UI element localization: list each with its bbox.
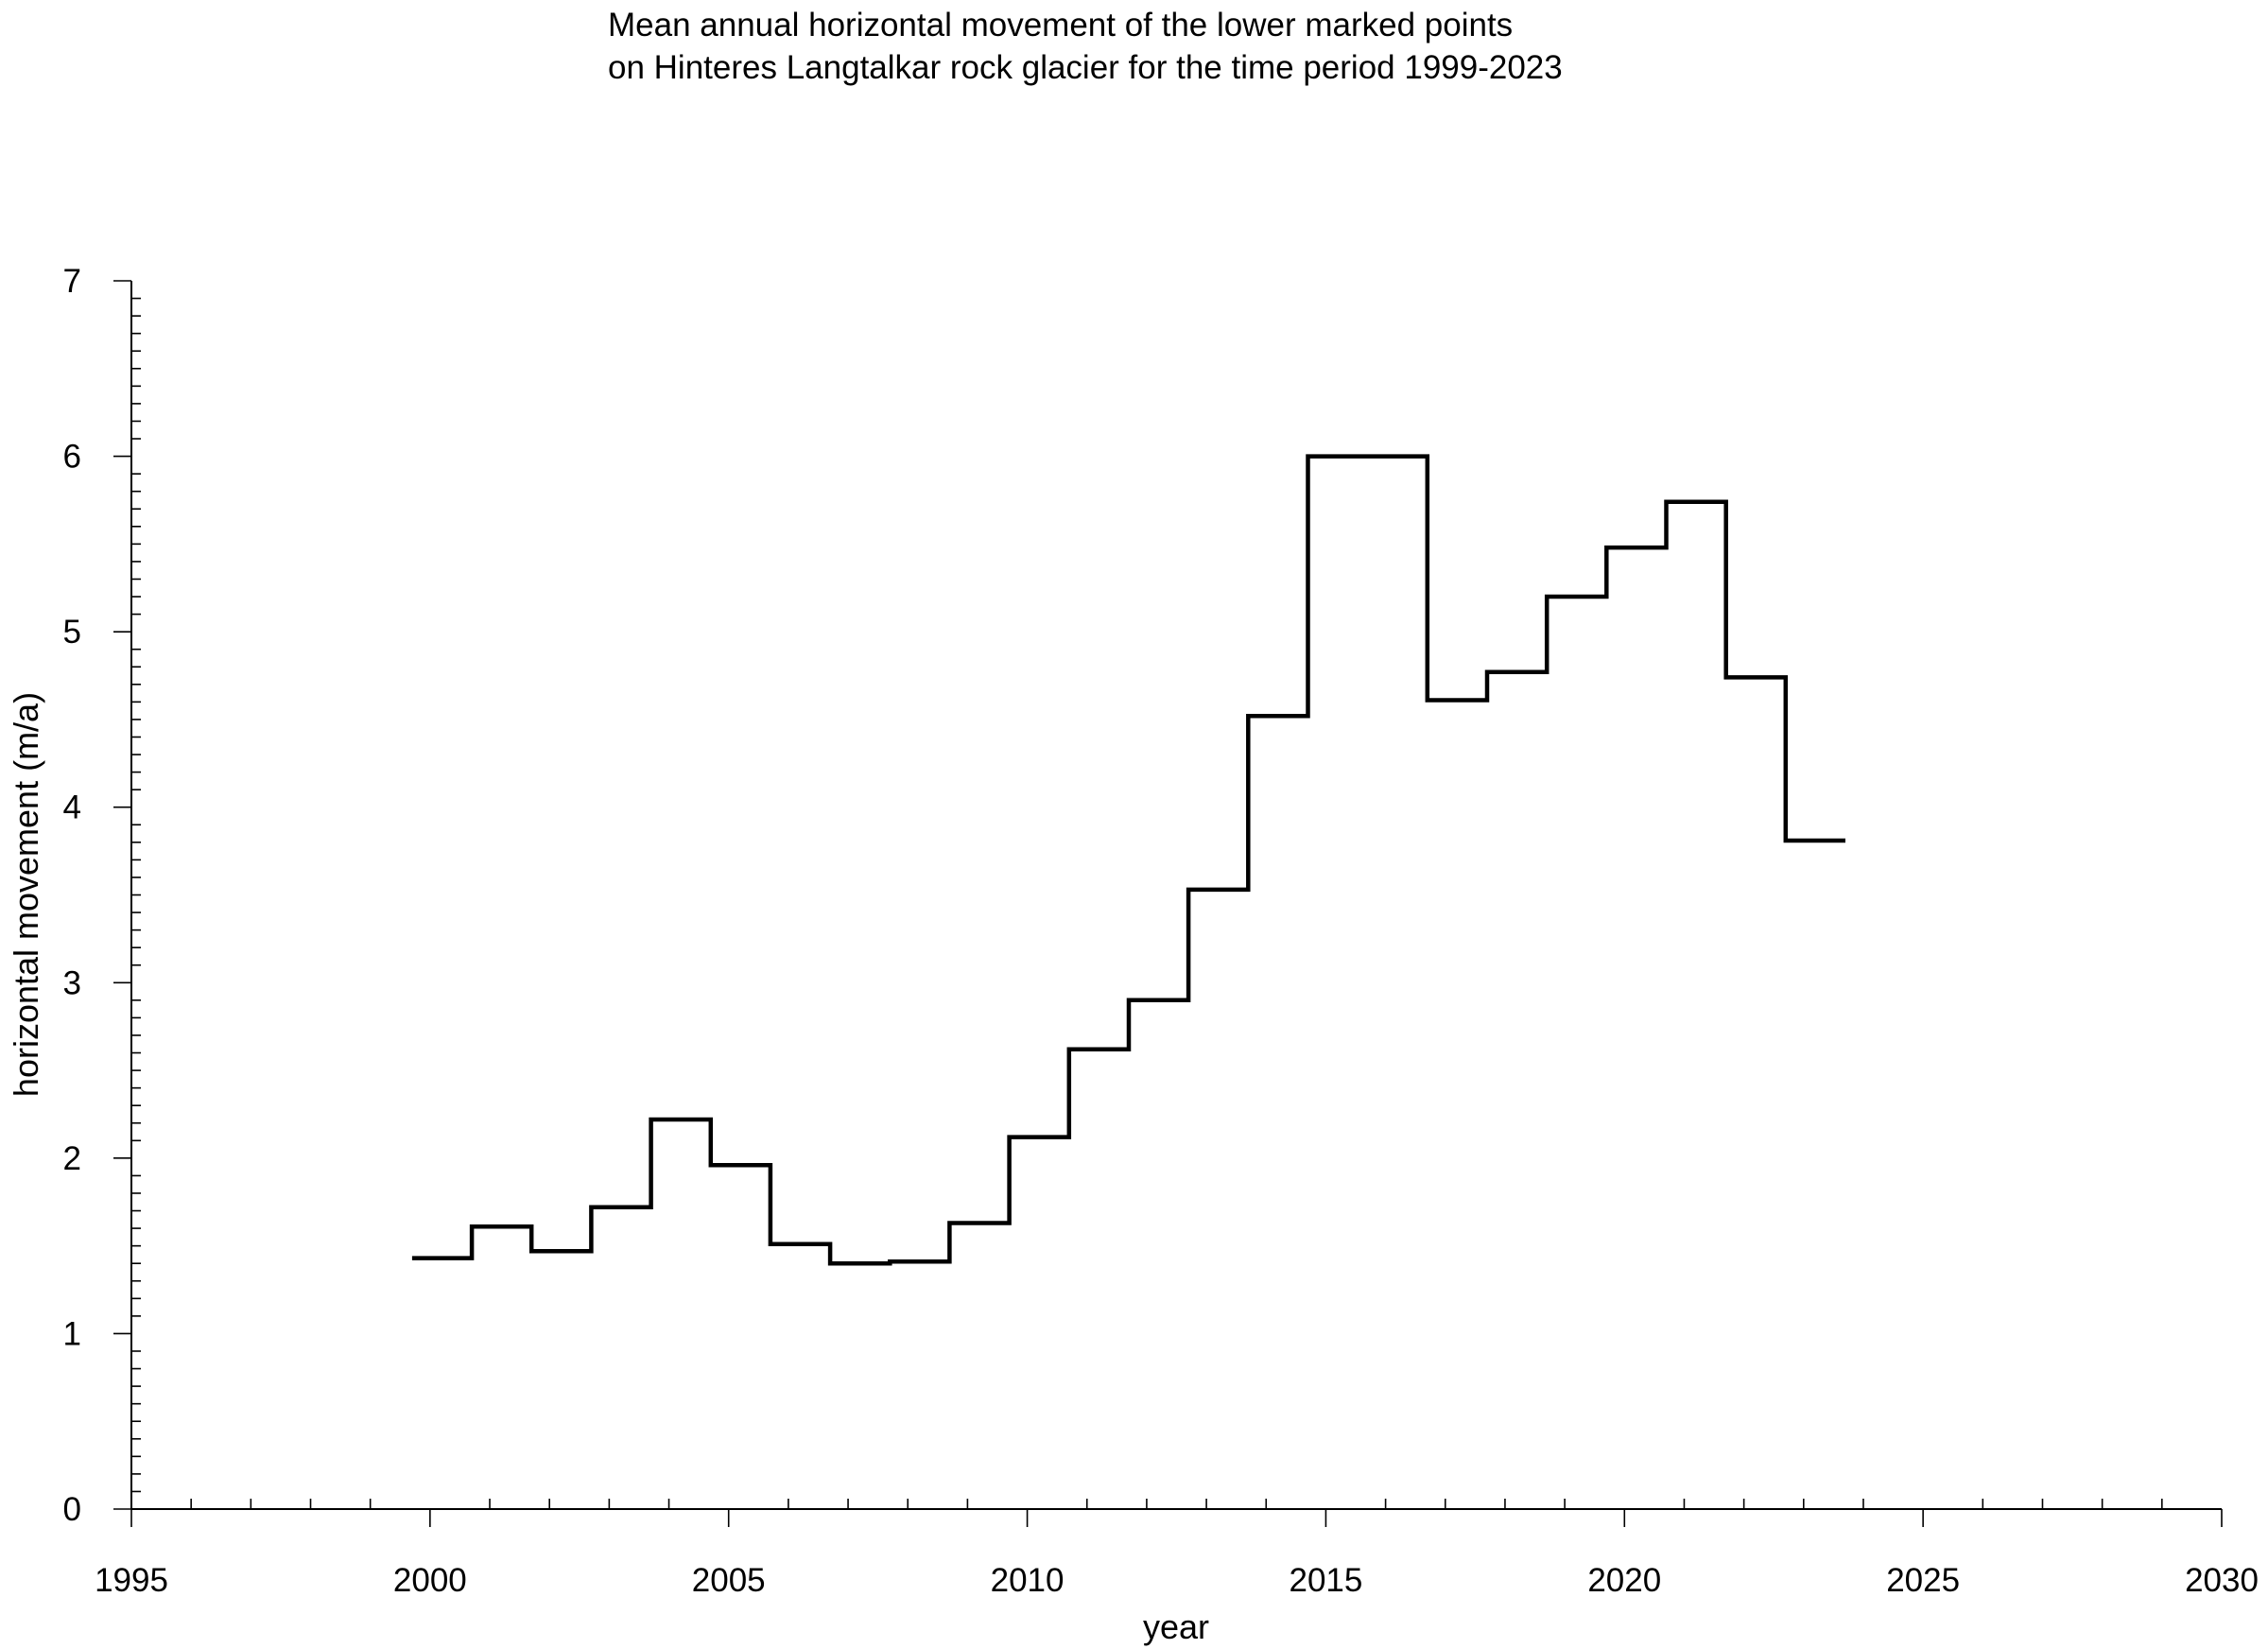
axes	[130, 281, 2222, 1510]
y-axis-label: horizontal movement (m/a)	[7, 692, 45, 1097]
y-tick-label: 4	[63, 790, 81, 826]
y-tick-label: 2	[63, 1140, 81, 1177]
x-tick-label: 2005	[692, 1562, 766, 1599]
y-tick-label: 1	[63, 1315, 81, 1352]
x-tick-label: 2020	[1587, 1562, 1661, 1599]
x-tick-label: 1995	[95, 1562, 168, 1599]
chart-title-line-1: Mean annual horizontal movement of the l…	[608, 7, 1513, 43]
y-tick-label: 6	[63, 439, 81, 476]
ticks	[113, 280, 2223, 1527]
series-step-line	[411, 454, 1845, 1266]
x-tick-label: 2025	[1886, 1562, 1960, 1599]
x-axis-label: year	[1143, 1607, 1209, 1646]
x-tick-label: 2000	[393, 1562, 467, 1599]
step-segments	[412, 457, 1845, 1264]
y-tick-label: 3	[63, 964, 81, 1001]
x-tick-label: 2010	[991, 1562, 1065, 1599]
chart-title-line-2: on Hinteres Langtalkar rock glacier for …	[608, 49, 1563, 86]
y-tick-label: 0	[63, 1491, 81, 1528]
tick-labels: 1995 2000 2005 2010 2015 2020 2025 2030 0 1 2 3 4 5 6 7	[63, 263, 2259, 1599]
x-tick-label: 2015	[1289, 1562, 1362, 1599]
y-tick-label: 5	[63, 614, 81, 651]
y-tick-label: 7	[63, 263, 81, 300]
x-tick-label: 2030	[2185, 1562, 2259, 1599]
